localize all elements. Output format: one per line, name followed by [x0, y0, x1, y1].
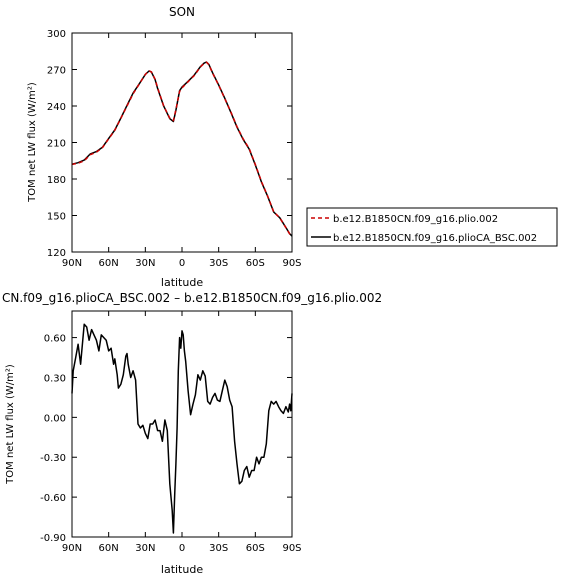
top-x-axis-label: latitude: [161, 276, 203, 289]
top-plot-area: [71, 61, 293, 237]
x-tick-label: 90S: [282, 543, 301, 554]
y-tick-label: 300: [47, 29, 66, 40]
x-tick-label: 60S: [246, 543, 265, 554]
x-tick-label: 30N: [135, 258, 155, 269]
y-tick-label: 0.00: [44, 413, 66, 424]
x-tick-label: 30S: [209, 258, 228, 269]
top-y-axis-label: TOM net LW flux (W/m²): [27, 82, 38, 203]
bottom-x-axis: 90N 60N 30N 0 30S 60S 90S: [62, 311, 302, 554]
y-tick-label: 0.30: [44, 373, 66, 384]
y-tick-label: 0.60: [44, 334, 66, 345]
y-tick-label: 270: [47, 66, 66, 77]
x-tick-label: 90N: [62, 543, 82, 554]
x-tick-label: 30N: [135, 543, 155, 554]
bottom-y-axis: -0.90 -0.60 -0.30 0.00 0.30 0.60: [40, 334, 292, 544]
bottom-x-axis-label: latitude: [161, 563, 203, 576]
x-tick-label: 30S: [209, 543, 228, 554]
series-line-2: [71, 61, 293, 237]
legend-label-series-2: b.e12.B1850CN.f09_g16.plioCA_BSC.002: [333, 233, 537, 244]
legend: b.e12.B1850CN.f09_g16.plio.002 b.e12.B18…: [306, 207, 558, 247]
series-line-1: [71, 323, 293, 534]
bottom-chart-title: CN.f09_g16.plioCA_BSC.002 – b.e12.B1850C…: [2, 291, 382, 305]
x-tick-label: 0: [179, 258, 185, 269]
y-tick-label: 120: [47, 248, 66, 259]
top-y-axis: 120 150 180 210 240 270 300: [47, 29, 292, 259]
x-tick-label: 60N: [99, 543, 119, 554]
top-x-axis: 90N 60N 30N 0 30S 60S 90S: [62, 33, 302, 269]
bottom-plot-frame: [71, 310, 293, 538]
bottom-plot-area: [71, 323, 293, 534]
x-tick-label: 90S: [282, 258, 301, 269]
x-tick-label: 90N: [62, 258, 82, 269]
x-tick-label: 0: [179, 543, 185, 554]
bottom-chart: CN.f09_g16.plioCA_BSC.002 – b.e12.B1850C…: [2, 291, 382, 576]
series-line-1: [71, 61, 293, 237]
y-tick-label: 150: [47, 212, 66, 223]
x-tick-label: 60S: [246, 258, 265, 269]
bottom-y-axis-label: TOM net LW flux (W/m²): [5, 364, 16, 485]
y-tick-label: 210: [47, 139, 66, 150]
y-tick-label: -0.30: [40, 453, 66, 464]
legend-box: [306, 207, 558, 247]
x-tick-label: 60N: [99, 258, 119, 269]
legend-label-series-1: b.e12.B1850CN.f09_g16.plio.002: [333, 214, 498, 225]
top-chart: SON 90N 60N 30N 0 30S 60S 90S 120 150 180 210 240 2…: [27, 5, 302, 289]
y-tick-label: -0.60: [40, 493, 66, 504]
y-tick-label: 180: [47, 175, 66, 186]
y-tick-label: -0.90: [40, 533, 66, 544]
top-chart-title: SON: [169, 5, 195, 19]
y-tick-label: 240: [47, 102, 66, 113]
